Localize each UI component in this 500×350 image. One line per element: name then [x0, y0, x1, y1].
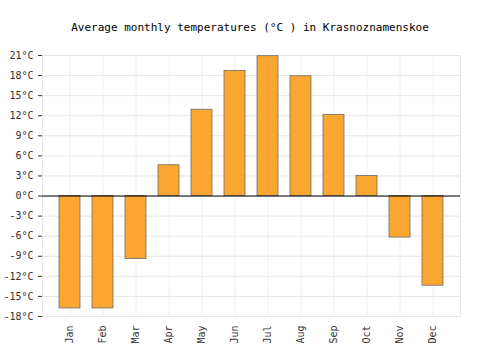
svg-text:Jan: Jan — [64, 326, 75, 344]
svg-text:-9°C: -9°C — [9, 250, 33, 261]
svg-text:-12°C: -12°C — [3, 271, 33, 282]
svg-text:6°C: 6°C — [15, 150, 33, 161]
svg-text:-15°C: -15°C — [3, 291, 33, 302]
svg-text:Oct: Oct — [361, 326, 372, 344]
svg-text:Jul: Jul — [262, 326, 273, 344]
html-text:Average monthly temperatures (: Average monthly temperatures (°C ) in Kr… — [71, 21, 429, 34]
svg-text:Jun: Jun — [229, 326, 240, 344]
svg-text:May: May — [196, 326, 207, 344]
svg-text:Nov: Nov — [394, 326, 405, 344]
svg-text:0°C: 0°C — [15, 190, 33, 201]
svg-text:9°C: 9°C — [15, 130, 33, 141]
svg-text:Sep: Sep — [328, 326, 339, 344]
svg-text:-18°C: -18°C — [3, 311, 33, 322]
svg-text:15°C: 15°C — [9, 90, 33, 101]
svg-text:-6°C: -6°C — [9, 230, 33, 241]
svg-text:12°C: 12°C — [9, 110, 33, 121]
svg-text:21°C: 21°C — [9, 50, 33, 61]
svg-text:Dec: Dec — [427, 326, 438, 344]
svg-text:Mar: Mar — [130, 326, 141, 344]
svg-text:-3°C: -3°C — [9, 210, 33, 221]
svg-text:3°C: 3°C — [15, 170, 33, 181]
svg-text:Feb: Feb — [97, 326, 108, 344]
svg-text:Aug: Aug — [295, 326, 306, 344]
svg-text:18°C: 18°C — [9, 70, 33, 81]
svg-text:Apr: Apr — [163, 326, 174, 344]
